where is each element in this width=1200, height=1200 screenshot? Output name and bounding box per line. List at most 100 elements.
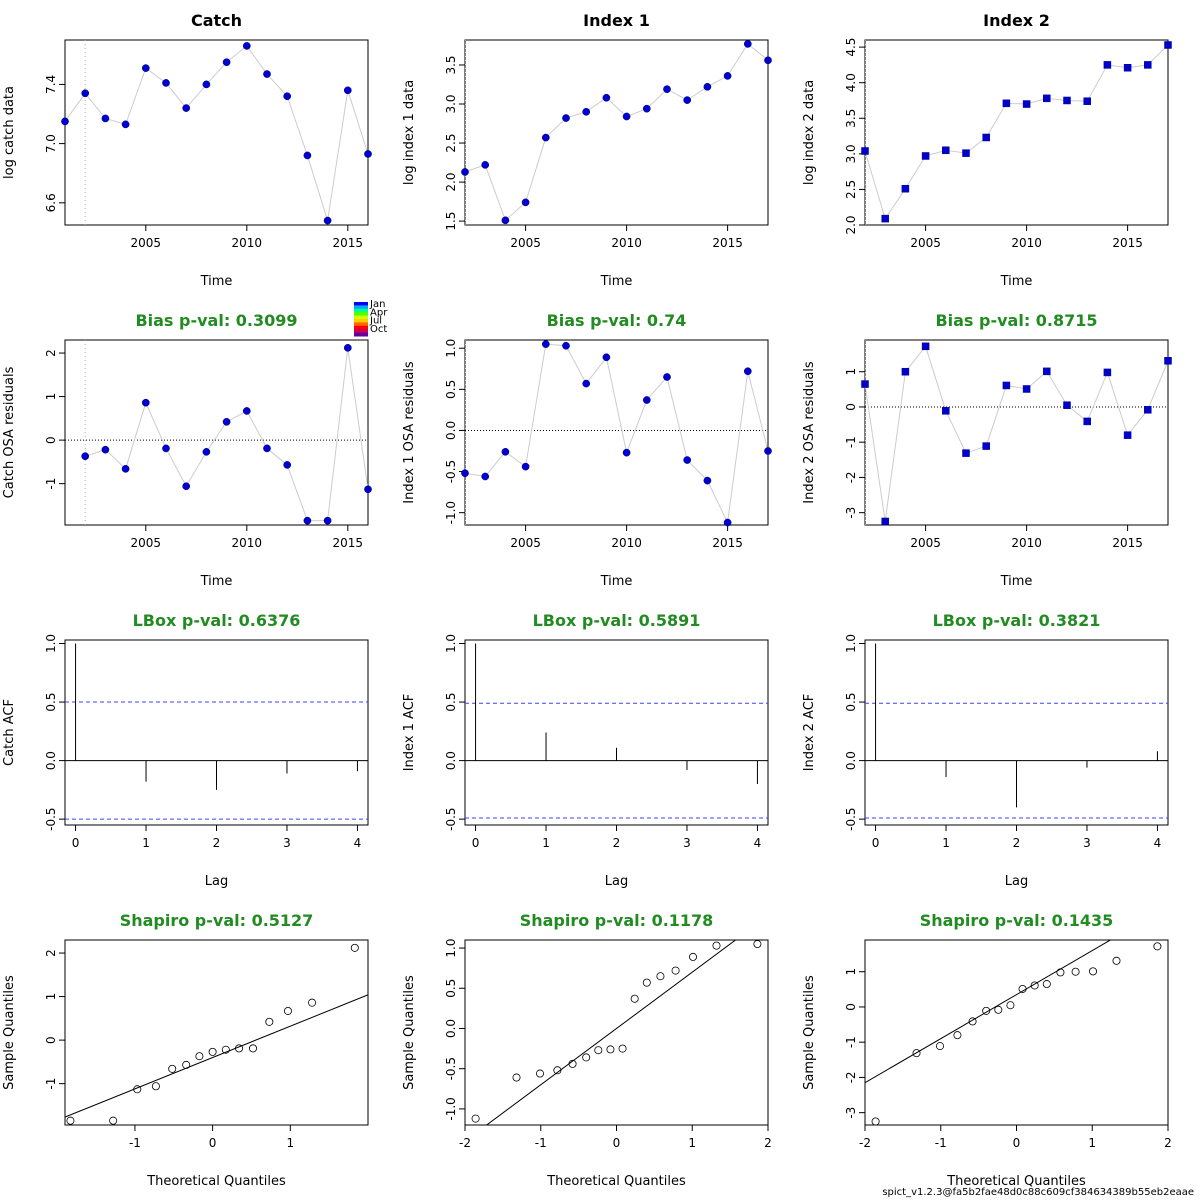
qq-point xyxy=(618,1044,627,1053)
qq-point xyxy=(535,1069,544,1078)
data-point xyxy=(541,133,550,142)
data-point xyxy=(521,198,530,207)
data-point xyxy=(764,56,772,65)
data-point xyxy=(602,93,611,102)
x-axis-label: Time xyxy=(200,574,233,589)
chart-title: Catch xyxy=(191,11,242,30)
data-point xyxy=(263,70,271,78)
x-tick-label: 2015 xyxy=(333,236,364,250)
x-tick-label: 2010 xyxy=(232,236,263,250)
x-tick-label: 1 xyxy=(286,1136,294,1150)
y-tick-label: 3.5 xyxy=(444,55,458,74)
series-line xyxy=(85,347,368,522)
data-point xyxy=(101,445,110,454)
y-tick-label: -0.5 xyxy=(44,807,58,830)
qq-point xyxy=(594,1046,603,1055)
data-point xyxy=(1083,97,1091,105)
data-point xyxy=(1063,96,1071,105)
plot-frame xyxy=(864,39,1169,226)
data-point xyxy=(501,447,510,456)
data-point xyxy=(1123,431,1132,439)
y-tick-label: 2 xyxy=(44,949,58,957)
x-tick-label: 0 xyxy=(1013,1136,1021,1150)
data-point xyxy=(81,452,90,461)
data-point xyxy=(1144,406,1152,414)
data-point xyxy=(663,373,671,381)
qq-point xyxy=(308,998,317,1007)
y-tick-label: 6.6 xyxy=(44,193,58,212)
data-point xyxy=(703,82,712,91)
y-tick-label: 3.0 xyxy=(844,144,858,163)
data-point xyxy=(162,444,170,453)
x-axis-label: Theoretical Quantiles xyxy=(146,1174,286,1189)
y-tick-label: 0.5 xyxy=(444,693,458,712)
plot-frame xyxy=(464,39,769,226)
plot-frame xyxy=(464,939,769,1126)
legend-label: Apr xyxy=(370,307,388,318)
qq-point xyxy=(182,1060,191,1069)
x-tick-label: 2015 xyxy=(1112,236,1143,250)
y-tick-label: 7.4 xyxy=(44,75,58,94)
chart-title: LBox p-val: 0.3821 xyxy=(933,611,1101,630)
series-line xyxy=(465,343,768,525)
qq-point xyxy=(109,1116,118,1125)
panel-index1-osa: Bias p-val: 0.74 2005 2010 2015 -1.0 -0.5 0.0 0… xyxy=(402,311,772,589)
y-tick-label: 0.0 xyxy=(844,751,858,770)
data-point xyxy=(723,72,732,80)
data-point xyxy=(101,114,110,123)
x-axis-label: Lag xyxy=(1005,874,1028,889)
y-tick-label: 2.5 xyxy=(844,180,858,199)
qq-point xyxy=(350,943,359,952)
panel-catch-acf: LBox p-val: 0.6376 0 1 2 3 4 -0.5 0.0 0.5 1.0 Lag C… xyxy=(2,611,369,889)
qq-point xyxy=(1042,980,1051,989)
panel-index2-qq: Shapiro p-val: 0.1435 -2 -1 0 1 2 -3 -2 -1 0 1 Theo… xyxy=(802,911,1172,1189)
data-point xyxy=(982,442,990,450)
y-tick-label: 2.5 xyxy=(444,133,458,152)
data-point xyxy=(642,104,651,113)
legend-swatch xyxy=(354,302,368,306)
data-point xyxy=(343,343,352,352)
data-point xyxy=(582,107,591,116)
x-tick-label: 1 xyxy=(542,836,550,850)
data-point xyxy=(683,456,692,464)
qq-point xyxy=(912,1049,921,1058)
data-point xyxy=(141,398,150,407)
x-tick-label: 2005 xyxy=(910,536,941,550)
x-tick-label: 2005 xyxy=(131,536,162,550)
x-tick-label: 2010 xyxy=(1011,236,1042,250)
qq-point xyxy=(1112,956,1121,965)
y-tick-label: -2 xyxy=(844,471,858,483)
qq-point xyxy=(982,1006,991,1015)
data-point xyxy=(1022,385,1031,393)
chart-title: Bias p-val: 0.74 xyxy=(547,311,687,330)
x-tick-label: 2005 xyxy=(510,236,541,250)
x-tick-label: 0 xyxy=(613,1136,621,1150)
qq-point xyxy=(195,1052,204,1061)
x-tick-label: 0 xyxy=(209,1136,217,1150)
qq-point xyxy=(151,1082,160,1091)
data-point xyxy=(622,112,631,121)
x-tick-label: 2015 xyxy=(712,236,743,250)
y-axis-label: Index 1 OSA residuals xyxy=(402,361,417,504)
y-tick-label: -0.5 xyxy=(444,807,458,830)
y-tick-label: 1 xyxy=(44,993,58,1001)
y-tick-label: 7.0 xyxy=(44,134,58,153)
y-tick-label: -0.5 xyxy=(444,460,458,483)
x-tick-label: 0 xyxy=(472,836,480,850)
panel-catch-osa: Bias p-val: 0.3099 2005 2010 2015 -1 0 1 2 Time C… xyxy=(2,299,388,589)
qq-point xyxy=(66,1116,75,1125)
x-tick-label: 2005 xyxy=(510,536,541,550)
x-tick-label: 2005 xyxy=(131,236,162,250)
data-point xyxy=(242,42,251,50)
x-axis-label: Time xyxy=(1000,574,1033,589)
x-tick-label: 2010 xyxy=(1011,536,1042,550)
y-axis-label: Sample Quantiles xyxy=(802,975,817,1090)
legend-swatch xyxy=(354,322,368,327)
data-point xyxy=(881,214,889,223)
qq-point xyxy=(671,966,680,975)
chart-title: LBox p-val: 0.6376 xyxy=(133,611,301,630)
qq-point xyxy=(1089,967,1098,976)
y-tick-label: 3.0 xyxy=(444,94,458,113)
x-tick-label: 1 xyxy=(688,1136,696,1150)
x-tick-label: 1 xyxy=(142,836,150,850)
